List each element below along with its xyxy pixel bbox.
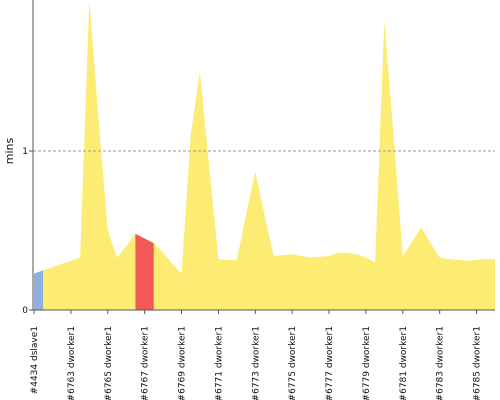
x-tick-label-8: #6777 dworker1 — [325, 326, 335, 400]
x-tick-label-9: #6779 dworker1 — [362, 326, 372, 400]
area-segment-normal-3 — [153, 20, 496, 310]
x-tick-label-2: #6765 dworker1 — [104, 326, 114, 400]
area-segment-blue-0 — [34, 270, 44, 310]
x-tick-label-5: #6771 dworker1 — [214, 326, 224, 400]
x-tick-label-11: #6783 dworker1 — [436, 326, 446, 400]
area-segment-red-2 — [135, 233, 154, 310]
area-series-fills — [34, 0, 496, 310]
y-tick-label-1: 1 — [22, 147, 28, 157]
x-tick-label-6: #6773 dworker1 — [251, 326, 261, 400]
area-segment-normal-1 — [43, 0, 136, 310]
x-tick-label-1: #6763 dworker1 — [67, 326, 77, 400]
y-tick-label-0: 0 — [22, 306, 28, 316]
x-tick-label-4: #6769 dworker1 — [178, 326, 188, 400]
x-tick-label-0: #4434 dslave1 — [30, 326, 40, 394]
x-axis-ticks: #4434 dslave1 #6763 dworker1 #6765 dworker… — [30, 310, 483, 400]
x-tick-label-10: #6781 dworker1 — [399, 326, 409, 400]
y-axis-ticks: 01 — [22, 147, 33, 316]
x-tick-label-7: #6775 dworker1 — [288, 326, 298, 400]
x-tick-label-12: #6785 dworker1 — [473, 326, 483, 400]
y-axis-label: mins — [3, 138, 16, 165]
x-tick-label-3: #6767 dworker1 — [141, 326, 151, 400]
